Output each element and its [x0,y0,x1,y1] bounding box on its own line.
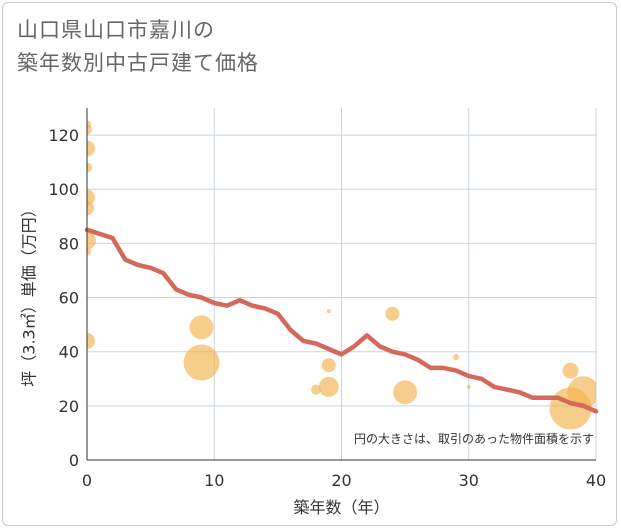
data-bubble [87,332,95,349]
data-bubble [87,201,94,216]
chart-title-line-1: 山口県山口市嘉川の [17,18,215,42]
axes: 0 20 40 60 80 100 120 0 10 20 30 40 [48,108,606,490]
y-tick-label: 100 [48,180,79,199]
data-bubble [87,140,95,157]
x-tick-label: 0 [82,471,92,490]
data-bubble [393,380,418,405]
trend-line [84,227,599,414]
data-bubble [326,309,331,314]
y-tick-label: 120 [48,126,79,145]
grid-lines [87,108,597,460]
data-bubble [87,231,96,250]
data-bubble [453,354,460,361]
data-bubble [189,315,214,340]
x-axis-label: 築年数（年） [293,498,389,517]
y-tick-label: 40 [59,343,79,362]
bubble-series [87,120,596,430]
y-tick-label: 0 [69,451,79,470]
chart-title-line-2: 築年数別中古戸建て価格 [17,51,259,75]
data-bubble [385,306,400,321]
data-bubble [87,162,92,173]
data-bubble [87,189,95,206]
data-bubble [87,124,92,135]
chart-title: 山口県山口市嘉川の 築年数別中古戸建て価格 [17,14,259,80]
x-tick-label: 40 [586,471,606,490]
y-axis-label: 坪（3.3㎡）単価（万円） [20,201,39,386]
chart-card [2,2,617,526]
bubble-size-note: 円の大きさは、取引のあった物件面積を示す [354,431,594,446]
data-bubble [318,376,339,397]
data-bubble [466,384,471,389]
x-tick-label: 10 [204,471,224,490]
x-tick-label: 20 [331,471,351,490]
data-bubble [87,247,91,256]
data-bubble [562,362,579,379]
data-bubble [321,358,336,373]
y-tick-label: 60 [59,289,79,308]
data-bubble [311,384,322,395]
trend-line-series [84,227,599,414]
data-bubble [183,344,220,381]
y-tick-label: 80 [59,234,79,253]
x-tick-label: 30 [459,471,479,490]
y-tick-label: 20 [59,397,79,416]
